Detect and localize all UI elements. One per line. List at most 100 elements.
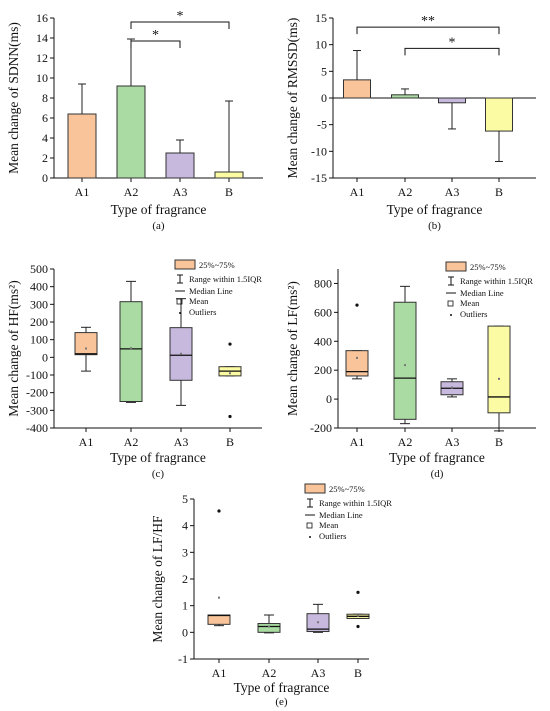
panel-label: (a) — [152, 220, 165, 232]
legend-mean-label: Mean — [319, 520, 339, 530]
y-tick-label: 4 — [182, 519, 188, 533]
y-tick-label: 400 — [30, 280, 48, 294]
significance-bracket — [404, 47, 500, 56]
y-tick-label: 200 — [314, 363, 332, 377]
mean-marker — [180, 352, 182, 355]
x-tick-label: A1 — [79, 435, 94, 449]
legend-mean-label: Mean — [189, 296, 209, 306]
x-tick-label: A1 — [350, 435, 365, 449]
legend-outlier-icon — [179, 312, 181, 314]
y-tick-label: 300 — [30, 297, 48, 311]
y-tick-label: -300 — [26, 403, 48, 417]
chart-panel-c: -400 -300 -200 -100 0 100 200 300 400 500 A1 A2 A3 B T… — [6, 259, 262, 480]
y-tick-label: -1 — [178, 652, 188, 666]
mean-marker — [451, 386, 453, 389]
y-tick-label: 14 — [36, 31, 48, 45]
y-tick-label: 10 — [36, 71, 48, 85]
outlier-point — [228, 414, 232, 419]
box-B — [487, 325, 511, 414]
outlier-point — [356, 624, 360, 629]
y-tick-label: -10 — [311, 144, 327, 158]
legend-box-label: 25%~75% — [470, 262, 506, 272]
legend-swatch-box — [174, 259, 196, 270]
x-tick-label: A2 — [398, 185, 413, 199]
significance-marker: * — [449, 35, 456, 50]
significance-bracket — [130, 21, 230, 29]
x-tick-label: B — [495, 435, 503, 449]
panel-label: (d) — [431, 468, 444, 480]
legend-range-label: Range within 1.5IQR — [460, 276, 533, 286]
significance-marker: * — [177, 9, 184, 24]
x-tick-label: A3 — [173, 185, 188, 199]
x-tick-label: B — [495, 185, 503, 199]
mean-marker — [404, 364, 406, 367]
x-tick-label: A3 — [311, 666, 326, 680]
y-tick-label: 6 — [42, 111, 48, 125]
mean-marker — [268, 625, 270, 628]
legend-outlier-label: Outliers — [189, 307, 216, 317]
x-axis-title: Type of fragrance — [234, 680, 330, 695]
legend-mean-icon — [176, 298, 183, 305]
x-axis-title: Type of fragrance — [110, 450, 206, 465]
y-tick-label: 0 — [42, 350, 48, 364]
legend: 25%~75% Range within 1.5IQR Median LineMea… — [174, 259, 262, 317]
y-tick-label: 8 — [42, 91, 48, 105]
x-tick-label: A3 — [445, 435, 460, 449]
x-tick-label: A2 — [262, 666, 277, 680]
y-tick-label: 800 — [314, 276, 332, 290]
y-tick-label: 12 — [36, 51, 48, 65]
chart-panel-b: -15 -10 -5 0 5 10 15 A1 A2 A3 B Type of fragrance Me… — [285, 11, 536, 232]
legend-mean-icon — [306, 522, 313, 529]
legend-outlier-icon — [450, 314, 452, 316]
box-A1 — [345, 350, 369, 377]
y-tick-label: 1 — [182, 599, 188, 613]
box-A2 — [393, 301, 417, 420]
y-tick-label: 0 — [326, 392, 332, 406]
legend-median-label: Median Line — [189, 286, 233, 296]
x-tick-label: A3 — [174, 435, 189, 449]
y-tick-label: 0 — [321, 91, 327, 105]
bar-A1 — [343, 79, 371, 99]
y-axis-title: Mean change of LF/HF — [150, 515, 165, 643]
mean-marker — [357, 614, 359, 617]
legend: 25%~75% Range within 1.5IQR Median LineMea… — [304, 483, 392, 541]
legend-range-label: Range within 1.5IQR — [319, 498, 392, 508]
legend-swatch-box — [304, 483, 326, 494]
x-axis-title: Type of fragrance — [111, 202, 207, 217]
significance-bracket — [356, 26, 500, 35]
y-tick-label: -100 — [26, 368, 48, 382]
mean-marker — [317, 621, 319, 624]
bar-A3 — [438, 97, 466, 104]
bar-A3 — [165, 152, 195, 179]
y-tick-label: 200 — [30, 315, 48, 329]
significance-marker: * — [152, 28, 159, 43]
chart-panel-d: -200 0 200 400 600 800 A1 A2 A3 B Type of fragranc… — [285, 261, 536, 480]
y-tick-label: 2 — [182, 572, 188, 586]
y-axis-title: Mean change of RMSSD(ms) — [285, 18, 300, 179]
mean-marker — [85, 347, 87, 350]
legend-range-label: Range within 1.5IQR — [189, 274, 262, 284]
y-tick-label: 5 — [182, 492, 188, 506]
y-tick-label: 100 — [30, 333, 48, 347]
legend-mean-icon — [447, 300, 454, 307]
outlier-point — [217, 509, 221, 513]
legend-swatch-box — [445, 261, 467, 272]
x-tick-label: A3 — [445, 185, 460, 199]
y-tick-label: 0 — [42, 171, 48, 185]
x-axis-title: Type of fragrance — [389, 450, 485, 465]
y-tick-label: 500 — [30, 262, 48, 276]
bar-A1 — [67, 113, 97, 179]
y-tick-label: 10 — [315, 38, 327, 52]
bar-A2 — [116, 85, 146, 179]
y-tick-label: 16 — [36, 11, 48, 25]
x-tick-label: A1 — [212, 666, 227, 680]
mean-marker — [218, 596, 220, 599]
x-tick-label: A2 — [398, 435, 413, 449]
significance-marker: ** — [421, 14, 435, 29]
legend-box-label: 25%~75% — [199, 260, 235, 270]
legend-outlier-label: Outliers — [319, 531, 346, 541]
legend-median-label: Median Line — [319, 510, 363, 520]
y-tick-label: -15 — [311, 171, 327, 185]
y-tick-label: -5 — [317, 118, 327, 132]
